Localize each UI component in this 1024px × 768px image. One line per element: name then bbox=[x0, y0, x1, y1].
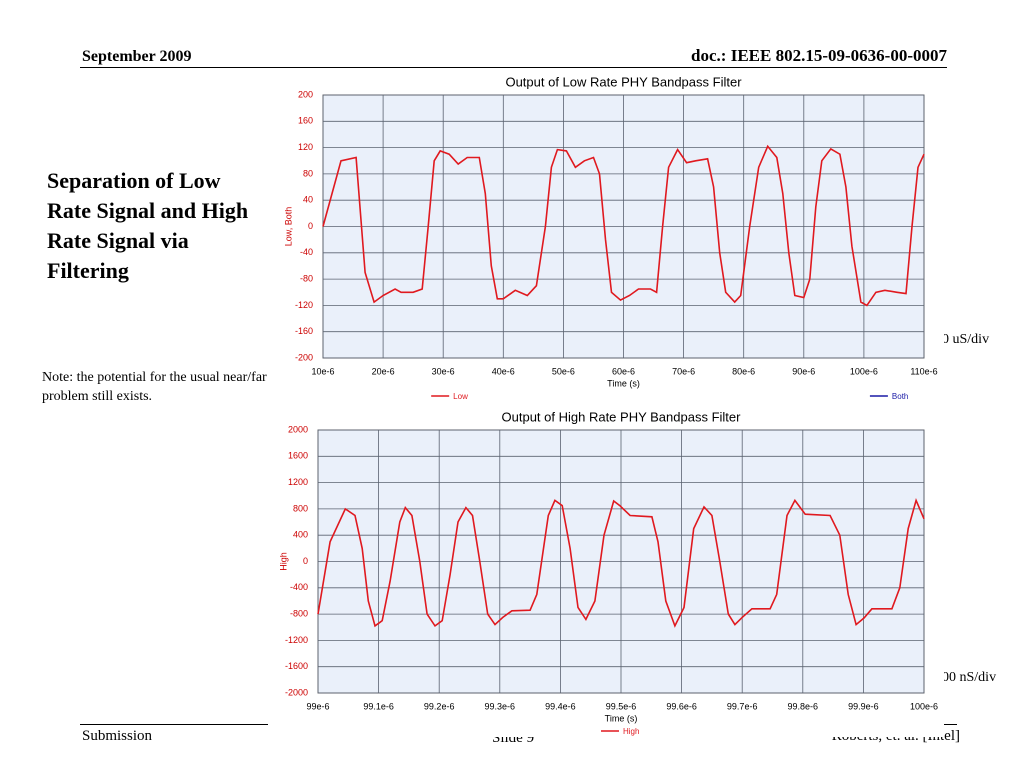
y-tick-label: -160 bbox=[295, 326, 313, 336]
y-tick-label: 400 bbox=[293, 530, 308, 540]
x-tick-label: 30e-6 bbox=[432, 366, 455, 376]
y-tick-label: 40 bbox=[303, 195, 313, 205]
x-tick-label: 100e-6 bbox=[910, 701, 938, 711]
y-tick-label: -400 bbox=[290, 582, 308, 592]
x-tick-label: 50e-6 bbox=[552, 366, 575, 376]
scale-label: 100 nS/div bbox=[935, 670, 997, 685]
x-tick-label: 99.1e-6 bbox=[363, 701, 394, 711]
chart-title: Output of High Rate PHY Bandpass Filter bbox=[502, 409, 742, 424]
x-axis-label: Time (s) bbox=[607, 378, 640, 388]
y-tick-label: -40 bbox=[300, 247, 313, 257]
x-tick-label: 99.6e-6 bbox=[666, 701, 697, 711]
legend-label: Both bbox=[892, 392, 908, 401]
x-tick-label: 99.8e-6 bbox=[788, 701, 819, 711]
chart-title: Output of Low Rate PHY Bandpass Filter bbox=[505, 74, 742, 89]
y-tick-label: 160 bbox=[298, 116, 313, 126]
x-tick-label: 100e-6 bbox=[850, 366, 878, 376]
y-tick-label: -80 bbox=[300, 273, 313, 283]
y-tick-label: 0 bbox=[303, 556, 308, 566]
x-tick-label: 60e-6 bbox=[612, 366, 635, 376]
doc-id: doc.: IEEE 802.15-09-0636-00-0007 bbox=[691, 46, 947, 65]
date: September 2009 bbox=[82, 48, 192, 65]
y-tick-label: 80 bbox=[303, 168, 313, 178]
x-tick-label: 99.5e-6 bbox=[606, 701, 637, 711]
legend-label: Low bbox=[453, 392, 468, 401]
x-tick-label: 20e-6 bbox=[372, 366, 395, 376]
x-axis-label: Time (s) bbox=[605, 713, 638, 723]
x-tick-label: 70e-6 bbox=[672, 366, 695, 376]
header-rule bbox=[80, 67, 947, 68]
y-tick-label: 800 bbox=[293, 503, 308, 513]
series-line bbox=[317, 498, 925, 628]
x-tick-label: 99.3e-6 bbox=[485, 701, 516, 711]
x-tick-label: 40e-6 bbox=[492, 366, 515, 376]
x-tick-label: 99.2e-6 bbox=[424, 701, 455, 711]
y-tick-label: 0 bbox=[308, 221, 313, 231]
x-tick-label: 99.7e-6 bbox=[727, 701, 758, 711]
scale-label: 10 uS/div bbox=[935, 332, 990, 347]
series-line bbox=[322, 144, 925, 307]
y-tick-label: 120 bbox=[298, 142, 313, 152]
footer-left: Submission bbox=[82, 728, 153, 744]
y-tick-label: -200 bbox=[295, 352, 313, 362]
legend-label: High bbox=[623, 727, 639, 736]
y-axis-label: High bbox=[278, 552, 288, 571]
y-tick-label: -800 bbox=[290, 608, 308, 618]
x-tick-label: 99e-6 bbox=[306, 701, 329, 711]
x-tick-label: 99.9e-6 bbox=[848, 701, 879, 711]
x-tick-label: 90e-6 bbox=[792, 366, 815, 376]
x-tick-label: 80e-6 bbox=[732, 366, 755, 376]
note: Note: the potential for the usual near/f… bbox=[42, 370, 267, 404]
x-tick-label: 110e-6 bbox=[910, 366, 937, 376]
y-tick-label: 2000 bbox=[288, 424, 308, 434]
y-tick-label: -120 bbox=[295, 300, 313, 310]
x-tick-label: 10e-6 bbox=[311, 366, 334, 376]
y-tick-label: 200 bbox=[298, 89, 313, 99]
y-tick-label: 1200 bbox=[288, 477, 308, 487]
heading: Separation of Low Rate Signal and High R… bbox=[47, 168, 249, 283]
y-tick-label: -2000 bbox=[285, 687, 308, 697]
y-tick-label: 1600 bbox=[288, 451, 308, 461]
y-tick-label: -1600 bbox=[285, 661, 308, 671]
x-tick-label: 99.4e-6 bbox=[545, 701, 576, 711]
y-axis-label: Low, Both bbox=[283, 207, 293, 247]
y-tick-label: -1200 bbox=[285, 635, 308, 645]
